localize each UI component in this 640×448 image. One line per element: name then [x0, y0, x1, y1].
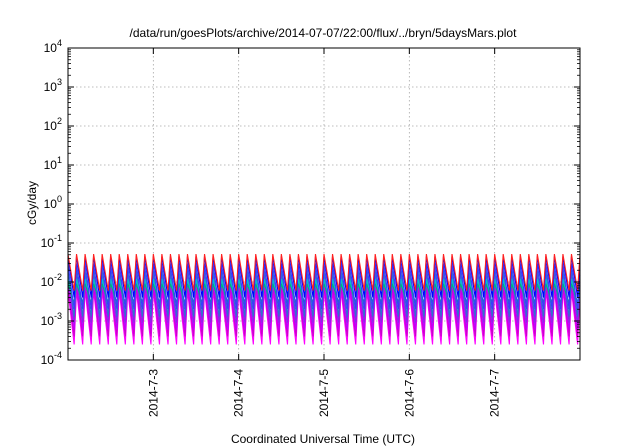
chart-title: /data/run/goesPlots/archive/2014-07-07/2… — [130, 26, 518, 40]
series-line-9 — [67, 253, 581, 291]
x-tick-label: 2014-7-3 — [146, 369, 160, 417]
y-tick-label: 102 — [44, 116, 62, 133]
y-tick-label: 101 — [44, 155, 62, 172]
grid-lines — [68, 48, 580, 360]
x-tick-label: 2014-7-6 — [402, 369, 416, 417]
y-tick-label: 100 — [44, 194, 62, 211]
series-group — [67, 253, 581, 345]
y-tick-label: 103 — [44, 77, 62, 94]
plot-frame — [67, 47, 581, 361]
y-tick-label: 10-4 — [41, 350, 62, 367]
y-tick-label: 10-2 — [41, 272, 62, 289]
x-tick-label: 2014-7-7 — [488, 369, 502, 417]
series-line-2 — [67, 281, 581, 330]
axis-ticks: 10-4 10-3 10-2 10-1 100 101 102 103 104 2014-7-3 2… — [41, 38, 580, 417]
y-axis-label: cGy/day — [25, 181, 39, 225]
series-line-5 — [67, 278, 581, 306]
x-axis-label: Coordinated Universal Time (UTC) — [231, 432, 415, 446]
series-line-6 — [67, 283, 581, 303]
y-tick-label: 10-3 — [41, 311, 62, 328]
y-tick-label: 104 — [44, 38, 62, 55]
y-tick-label: 10-1 — [41, 233, 62, 250]
x-tick-label: 2014-7-5 — [317, 369, 331, 417]
x-tick-label: 2014-7-4 — [232, 369, 246, 417]
